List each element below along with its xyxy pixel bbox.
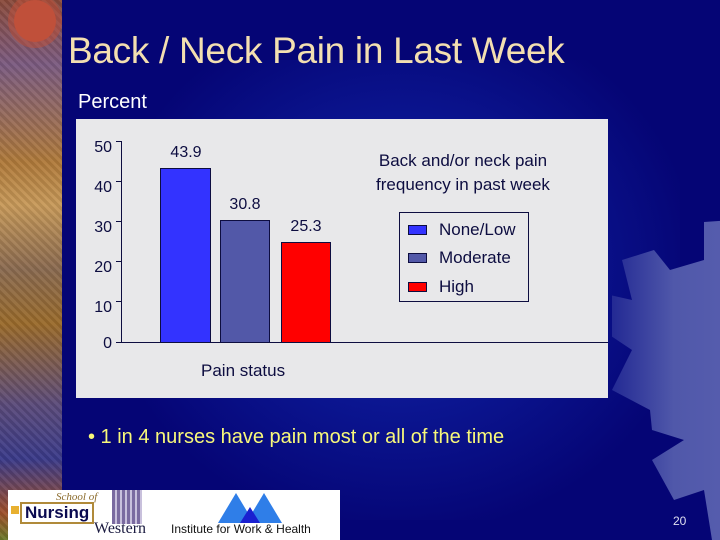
legend-item-moderate: Moderate [408,247,511,269]
y-tick-label: 0 [103,335,112,352]
y-tick-label: 20 [94,259,112,276]
gear-icon [14,0,56,42]
y-axis-caption: Percent [78,91,147,113]
y-tick [116,221,121,222]
y-tick-label: 10 [94,299,112,316]
x-axis-label: Pain status [201,361,286,380]
legend-title-line: frequency in past week [376,175,550,194]
western-logo-text: Western [94,520,147,537]
x-axis [121,342,608,343]
chart-legend: None/Low Moderate High [399,212,529,302]
y-tick [116,141,121,142]
bar-none-low [160,168,211,343]
legend-swatch [408,225,427,235]
iwh-mountains-icon [218,493,282,523]
bar-value-label: 25.3 [290,218,322,235]
logo-bar: School of Nursing Western Institute for … [8,490,340,540]
legend-item-high: High [408,276,474,298]
school-of-text: School of [56,491,98,503]
slide-title: Back / Neck Pain in Last Week [68,30,565,71]
y-tick [116,261,121,262]
legend-label: Moderate [439,248,511,267]
bar-moderate [220,220,270,343]
y-tick-label: 50 [94,139,112,156]
legend-title: Back and/or neck pain frequency in past … [338,149,588,197]
western-building-icon [112,490,142,524]
legend-item-none-low: None/Low [408,219,516,241]
bar-value-label: 30.8 [229,196,261,213]
legend-title-line: Back and/or neck pain [378,151,548,170]
y-axis [121,141,122,343]
legend-swatch [408,253,427,263]
page-number: 20 [673,514,687,528]
y-tick [116,181,121,182]
plot-area: 50 40 30 20 10 0 43.9 30.8 25.3 Pain sta… [76,119,608,398]
legend-label: High [439,277,474,296]
y-tick [116,301,121,302]
decorative-gear-strip [0,0,62,540]
bullet-point: • 1 in 4 nurses have pain most or all of… [88,426,505,448]
legend-label: None/Low [439,220,516,239]
y-tick-label: 40 [94,179,112,196]
bar-value-label: 43.9 [170,144,202,161]
gear-icon [612,220,720,540]
y-tick [116,342,121,343]
nursing-logo-mark [11,506,19,514]
legend-swatch [408,282,427,292]
institute-logo-text: Institute for Work & Health [171,522,311,536]
y-tick-label: 30 [94,219,112,236]
bar-high [281,242,331,343]
bar-chart: 50 40 30 20 10 0 43.9 30.8 25.3 Pain sta… [76,119,608,398]
nursing-logo: Nursing [20,502,95,524]
